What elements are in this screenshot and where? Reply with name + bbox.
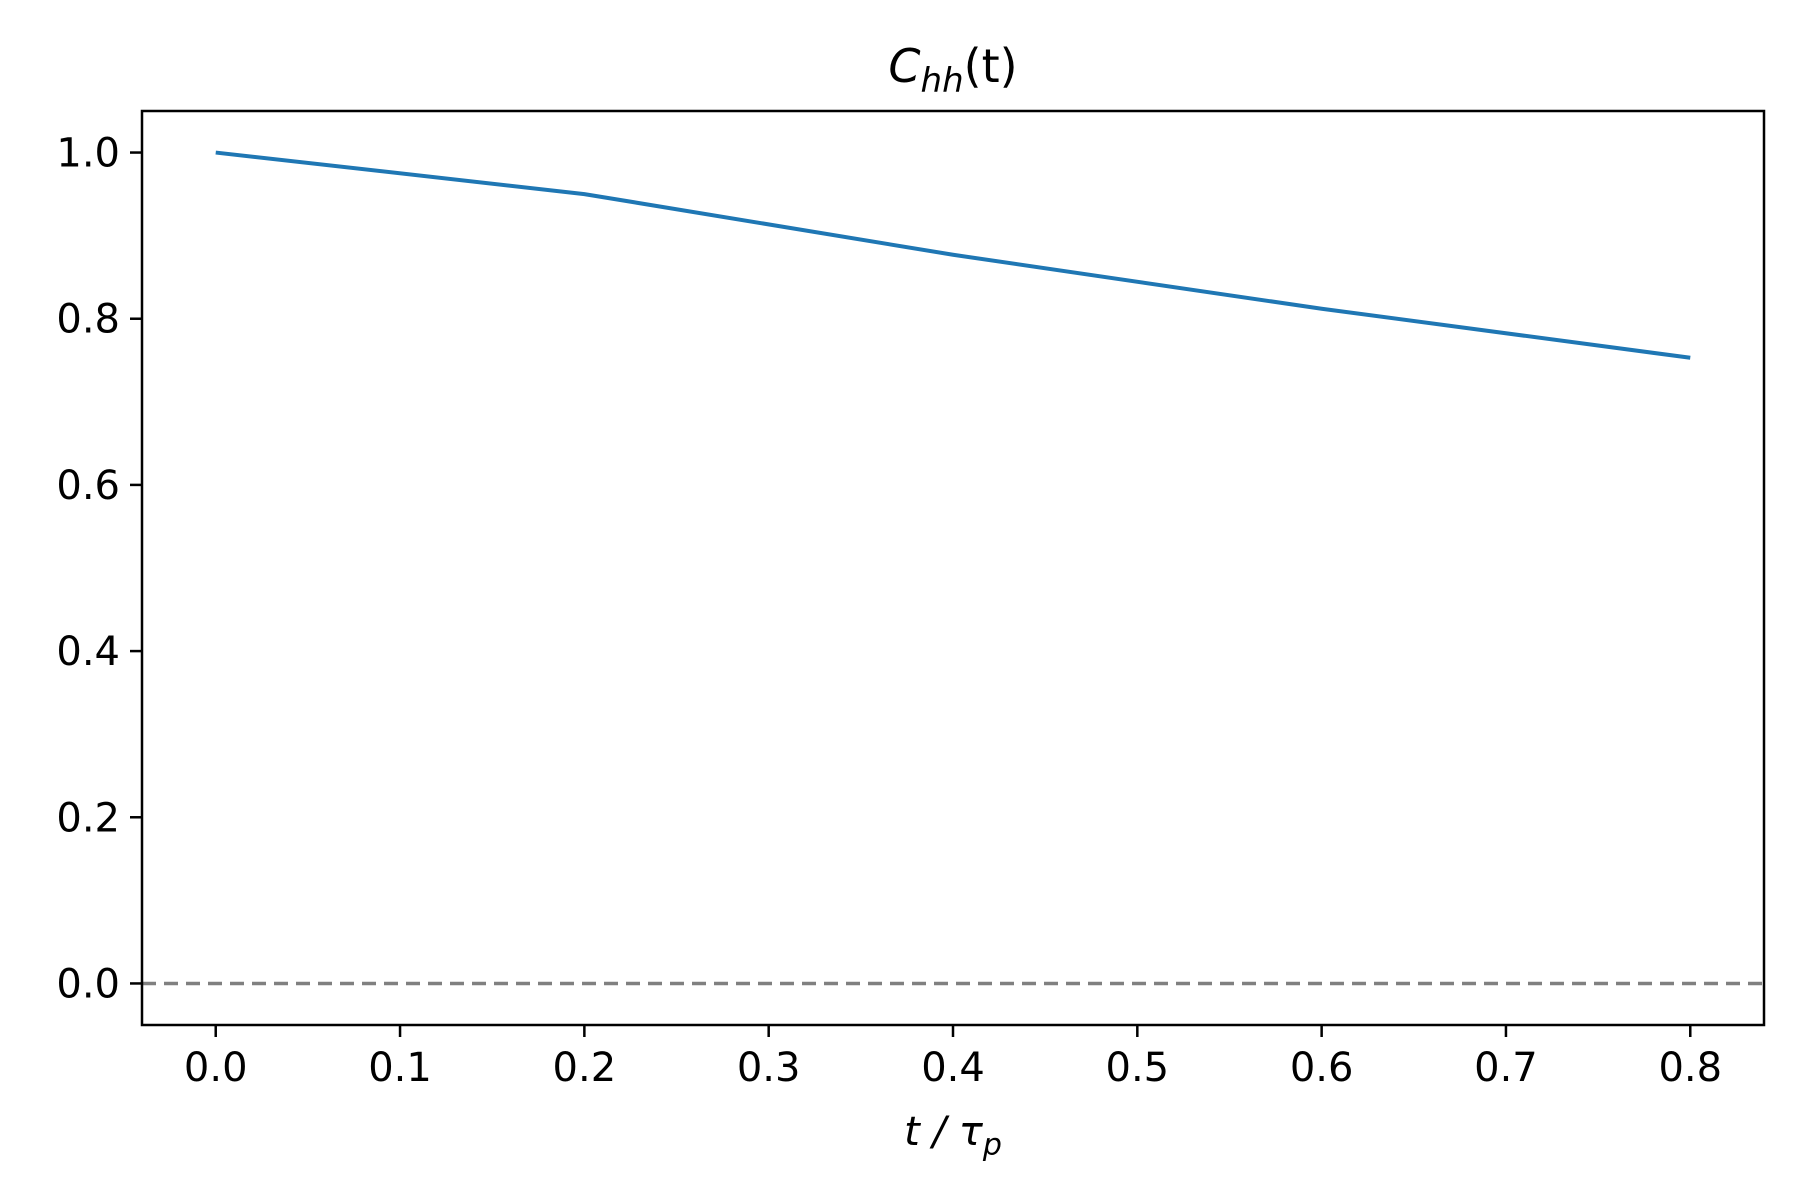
chart-title-subscript: hh (921, 61, 964, 101)
chart-title-suffix: (t) (964, 39, 1018, 93)
x-tick-label: 0.3 (737, 1045, 801, 1091)
x-axis-label-main: t / τ (904, 1109, 984, 1155)
x-tick-label: 0.6 (1290, 1045, 1354, 1091)
x-tick-label: 0.4 (921, 1045, 985, 1091)
y-tick-label: 0.2 (56, 795, 120, 841)
y-tick-label: 0.0 (56, 961, 120, 1007)
x-axis-label-subscript: p (982, 1128, 1002, 1163)
y-tick-label: 0.8 (56, 297, 120, 343)
x-tick-label: 0.1 (368, 1045, 432, 1091)
x-tick-label: 0.8 (1658, 1045, 1722, 1091)
axes-frame (140, 109, 1766, 1027)
x-tick-label: 0.0 (184, 1045, 248, 1091)
chart-title: Chh(t) (888, 39, 1017, 101)
y-tick-label: 0.6 (56, 463, 120, 509)
y-tick-label: 0.4 (56, 629, 120, 675)
x-tick-label: 0.2 (553, 1045, 617, 1091)
series-line-0 (215, 150, 1691, 360)
x-tick-label: 0.7 (1474, 1045, 1538, 1091)
x-axis-label: t / τp (904, 1109, 1002, 1163)
chart-title-main: C (888, 39, 920, 93)
y-tick-label: 1.0 (56, 131, 120, 177)
x-tick-label: 0.5 (1106, 1045, 1170, 1091)
